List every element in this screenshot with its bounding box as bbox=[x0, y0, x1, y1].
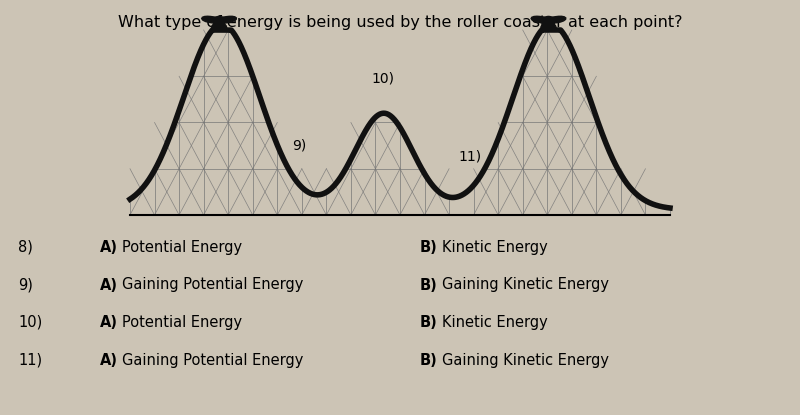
Text: 8): 8) bbox=[18, 239, 33, 254]
Text: Kinetic Energy: Kinetic Energy bbox=[442, 315, 548, 330]
Text: 10): 10) bbox=[371, 72, 394, 85]
Text: B): B) bbox=[420, 239, 438, 254]
Text: A): A) bbox=[100, 352, 118, 368]
Text: A): A) bbox=[100, 278, 118, 293]
Polygon shape bbox=[531, 16, 566, 30]
Text: What type of energy is being used by the roller coaster at each point?: What type of energy is being used by the… bbox=[118, 15, 682, 30]
Text: 11): 11) bbox=[458, 149, 481, 164]
Text: Gaining Potential Energy: Gaining Potential Energy bbox=[122, 352, 303, 368]
Text: Kinetic Energy: Kinetic Energy bbox=[442, 239, 548, 254]
Text: Gaining Potential Energy: Gaining Potential Energy bbox=[122, 278, 303, 293]
Text: 10): 10) bbox=[18, 315, 42, 330]
Text: Gaining Kinetic Energy: Gaining Kinetic Energy bbox=[442, 352, 609, 368]
Polygon shape bbox=[202, 16, 236, 30]
Text: Potential Energy: Potential Energy bbox=[122, 239, 242, 254]
Text: Gaining Kinetic Energy: Gaining Kinetic Energy bbox=[442, 278, 609, 293]
Text: A): A) bbox=[100, 315, 118, 330]
Text: A): A) bbox=[100, 239, 118, 254]
Text: B): B) bbox=[420, 352, 438, 368]
Text: 9): 9) bbox=[293, 139, 307, 153]
Text: B): B) bbox=[420, 315, 438, 330]
Text: B): B) bbox=[420, 278, 438, 293]
Text: Potential Energy: Potential Energy bbox=[122, 315, 242, 330]
Text: 11): 11) bbox=[18, 352, 42, 368]
Text: 9): 9) bbox=[18, 278, 33, 293]
